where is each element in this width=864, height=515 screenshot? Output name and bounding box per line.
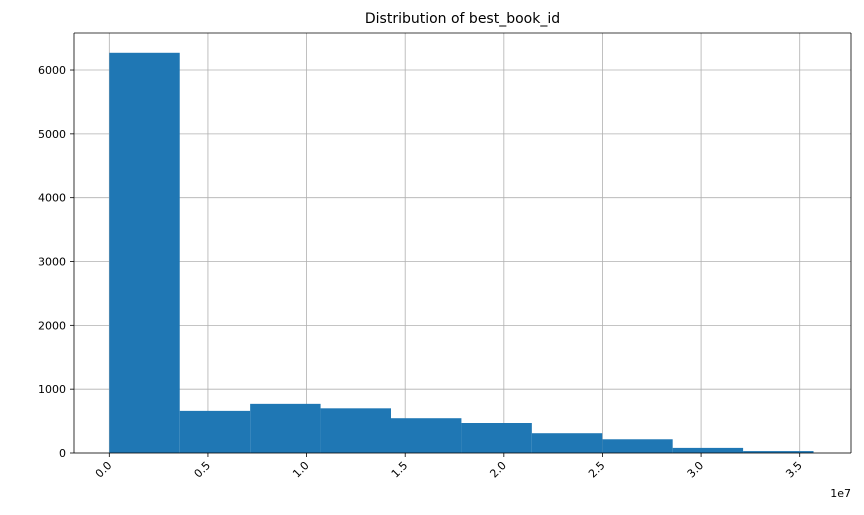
y-tick-label: 4000 [38, 192, 66, 205]
histogram-bar-10 [743, 451, 814, 453]
axes [73, 32, 852, 454]
histogram-bar-4 [320, 408, 391, 453]
chart-title: Distribution of best_book_id [365, 11, 560, 27]
y-tick-label: 2000 [38, 319, 66, 332]
histogram-bar-6 [461, 423, 532, 453]
histogram-bars [109, 52, 814, 454]
histogram-bar-9 [672, 447, 744, 453]
histogram-bar-1 [109, 52, 180, 454]
histogram-bar-5 [390, 418, 462, 453]
y-tick-label: 1000 [38, 383, 66, 396]
y-tick-label: 0 [59, 447, 66, 460]
histogram-bar-8 [602, 439, 673, 453]
histogram-bar-2 [179, 410, 251, 453]
x-axis-offset-label: 1e7 [830, 487, 851, 500]
tick-marks [70, 69, 801, 457]
y-tick-label: 3000 [38, 256, 66, 269]
histogram-bar-7 [531, 433, 603, 453]
histogram-bar-3 [250, 403, 321, 453]
y-tick-label: 6000 [38, 64, 66, 77]
plot-area [74, 33, 851, 453]
y-tick-label: 5000 [38, 128, 66, 141]
